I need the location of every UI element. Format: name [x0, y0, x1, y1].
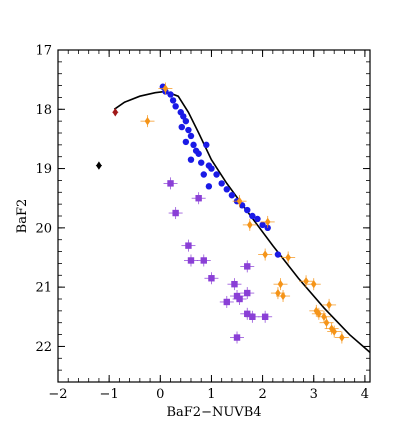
- data-point: [208, 165, 215, 172]
- data-point: [285, 253, 291, 262]
- points-layer: [95, 82, 349, 344]
- data-point: [249, 212, 256, 220]
- data-point: [172, 209, 179, 217]
- data-point: [195, 195, 202, 202]
- series-black-diamond: [95, 161, 102, 170]
- plot-frame: [57, 49, 371, 383]
- data-point: [208, 275, 215, 282]
- data-point: [180, 113, 187, 120]
- data-point: [277, 279, 284, 289]
- data-point: [112, 108, 119, 117]
- data-point: [233, 334, 241, 341]
- data-point: [275, 288, 281, 298]
- data-point: [182, 138, 190, 146]
- data-point: [187, 257, 195, 264]
- data-point: [172, 103, 179, 110]
- data-point: [96, 161, 102, 170]
- data-point: [187, 156, 195, 163]
- data-point: [254, 215, 261, 223]
- data-point: [310, 279, 317, 289]
- data-point: [321, 312, 327, 321]
- y-tick-label: 20: [35, 221, 52, 236]
- data-point: [200, 171, 207, 178]
- series-darkred-diamond: [112, 108, 119, 117]
- data-point: [244, 206, 251, 214]
- x-tick-label: 4: [361, 387, 369, 402]
- data-point: [316, 309, 322, 319]
- data-point: [236, 295, 243, 303]
- y-tick-label: 21: [35, 281, 52, 296]
- data-point: [200, 257, 207, 264]
- series-purple-square: [163, 177, 273, 344]
- data-point: [185, 126, 192, 134]
- data-point: [264, 217, 271, 227]
- x-tick-label: 3: [310, 387, 318, 402]
- data-point: [247, 220, 253, 230]
- x-tick-label: −1: [100, 387, 119, 402]
- data-point: [223, 298, 230, 306]
- x-tick-label: 0: [156, 387, 164, 402]
- x-tick-label: 2: [258, 387, 266, 402]
- y-tick-label: 19: [35, 162, 52, 177]
- data-point: [331, 327, 337, 336]
- data-point: [326, 300, 332, 310]
- curve-layer: [113, 90, 371, 354]
- data-point: [195, 150, 202, 157]
- data-point: [185, 242, 192, 249]
- data-point: [236, 196, 243, 206]
- data-point: [218, 180, 225, 187]
- series-orange-diamond: [140, 82, 349, 344]
- data-point: [339, 333, 345, 342]
- data-point: [274, 251, 282, 258]
- y-tick-label: 17: [35, 44, 52, 59]
- data-point: [228, 192, 236, 199]
- x-axis-title: BaF2−NUVB4: [166, 405, 261, 420]
- x-tick-label: −2: [48, 387, 67, 402]
- data-point: [249, 313, 256, 320]
- data-point: [167, 91, 174, 98]
- data-point: [280, 291, 286, 301]
- y-tick-label: 22: [35, 340, 52, 355]
- y-tick-label: 18: [35, 103, 52, 118]
- data-point: [223, 186, 230, 193]
- data-point: [144, 116, 151, 126]
- data-point: [231, 280, 238, 288]
- data-point: [203, 141, 210, 149]
- data-point: [167, 180, 174, 187]
- data-point: [261, 313, 269, 320]
- data-point: [169, 97, 177, 104]
- data-point: [162, 84, 169, 93]
- data-point: [303, 277, 309, 286]
- data-point: [262, 250, 268, 259]
- data-point: [205, 183, 213, 190]
- ticks-layer: −2 −1 0 1 2 3 4 17 18 19 20 21 22: [35, 44, 370, 402]
- data-point: [213, 171, 220, 178]
- model-curve: [113, 90, 371, 354]
- data-point: [187, 132, 195, 140]
- y-axis-title: BaF2: [15, 199, 30, 234]
- data-point: [190, 141, 197, 149]
- data-point: [313, 306, 320, 316]
- data-point: [178, 123, 185, 131]
- data-point: [259, 221, 266, 229]
- x-tick-label: 1: [207, 387, 215, 402]
- data-point: [244, 289, 251, 297]
- data-point: [244, 310, 251, 318]
- data-point: [198, 159, 205, 166]
- data-point: [244, 263, 251, 270]
- data-point: [182, 117, 190, 125]
- data-point: [323, 318, 330, 327]
